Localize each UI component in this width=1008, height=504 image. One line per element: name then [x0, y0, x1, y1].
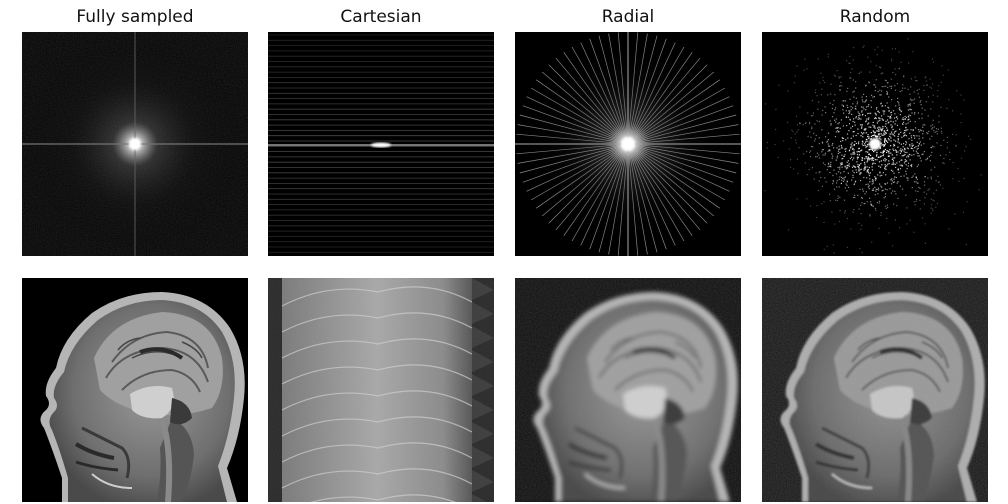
- kspace-radial: [515, 32, 741, 256]
- kspace-random: [762, 32, 988, 256]
- column-title-random: Random: [839, 7, 911, 27]
- reconstruction-fully-sampled: [22, 278, 248, 502]
- kspace-cartesian: [268, 32, 494, 256]
- column-title-fully-sampled: Fully sampled: [76, 7, 194, 27]
- reconstruction-random: [762, 278, 988, 502]
- column-title-radial: Radial: [601, 7, 655, 27]
- column-title-cartesian: Cartesian: [340, 7, 422, 27]
- kspace-fully-sampled: [22, 32, 248, 256]
- reconstruction-cartesian: [268, 278, 494, 502]
- reconstruction-radial: [515, 278, 741, 502]
